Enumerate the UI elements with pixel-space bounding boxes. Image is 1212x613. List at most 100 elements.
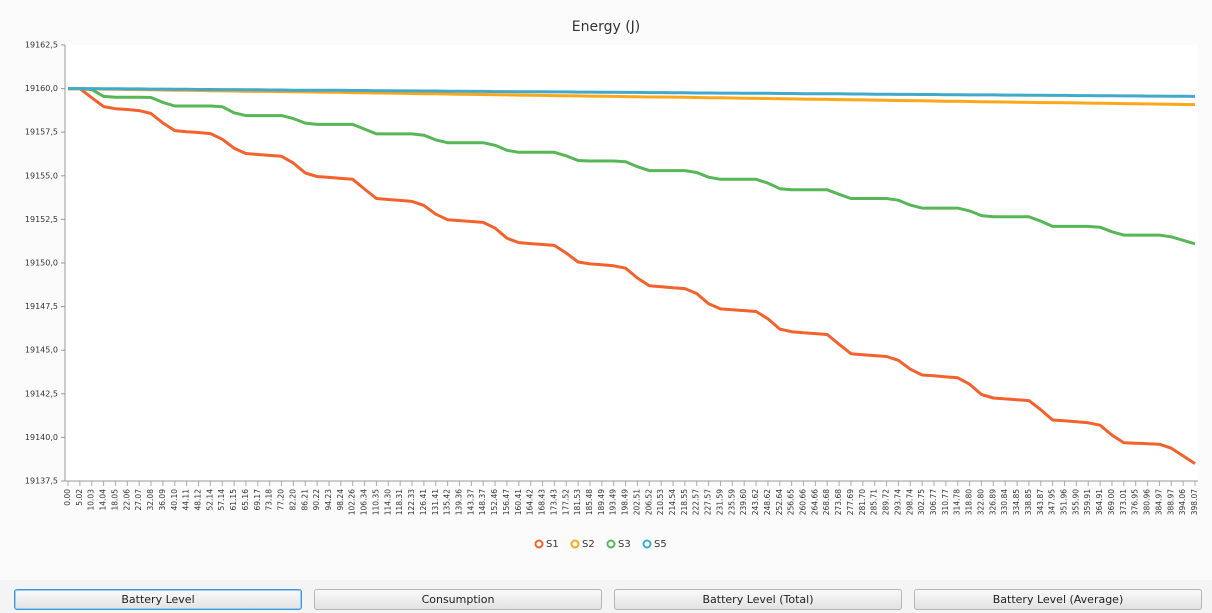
x-tick-label: 189.49	[597, 489, 606, 515]
x-tick-label: 181.53	[573, 489, 582, 515]
legend-marker	[642, 539, 652, 549]
x-tick-label: 235.59	[727, 489, 736, 515]
legend-label: S3	[618, 539, 631, 550]
x-tick-label: 218.55	[680, 489, 689, 515]
series-line	[67, 87, 1196, 107]
x-tick-label: 198.49	[621, 489, 630, 515]
x-tick-label: 351.96	[1060, 489, 1069, 515]
x-tick-label: 168.43	[538, 489, 547, 515]
y-tick-label: 19137,5	[25, 477, 58, 486]
y-tick-label: 19145,0	[25, 346, 58, 355]
x-tick-label: 210.53	[656, 489, 665, 515]
x-tick-label: 177.52	[561, 489, 570, 515]
x-tick-label: 135.42	[443, 489, 452, 515]
x-tick-label: 131.41	[431, 489, 440, 515]
x-tick-label: 57.14	[217, 489, 226, 511]
x-tick-label: 248.62	[763, 489, 772, 515]
tab-button[interactable]: Battery Level (Average)	[914, 589, 1202, 610]
x-tick-label: 52.14	[205, 489, 214, 511]
x-tick-label: 214.54	[668, 489, 677, 515]
x-tick-label: 86.21	[300, 489, 309, 511]
y-tick-label: 19162,5	[25, 41, 58, 50]
x-tick-label: 156.47	[502, 489, 511, 515]
x-tick-label: 252.64	[775, 489, 784, 515]
x-tick-label: 326.89	[988, 489, 997, 515]
x-tick-label: 239.60	[739, 489, 748, 515]
plot-area	[65, 45, 1198, 481]
x-tick-label: 322.80	[976, 489, 985, 515]
x-tick-label: 148.37	[478, 489, 487, 515]
x-tick-label: 231.59	[715, 489, 724, 515]
x-tick-label: 94.23	[324, 489, 333, 511]
x-tick-label: 193.49	[609, 489, 618, 515]
x-tick-label: 227.57	[704, 489, 713, 515]
x-tick-label: 98.24	[336, 489, 345, 511]
x-tick-label: 369.00	[1107, 489, 1116, 515]
legend-label: S2	[582, 539, 595, 550]
x-tick-label: 256.65	[787, 489, 796, 515]
x-tick-label: 118.31	[395, 489, 404, 515]
x-tick-label: 373.01	[1119, 489, 1128, 515]
x-tick-label: 73.18	[265, 489, 274, 511]
x-tick-label: 110.35	[371, 489, 380, 515]
x-tick-label: 310.77	[941, 489, 950, 515]
series-line	[68, 87, 1196, 465]
x-tick-label: 281.70	[858, 489, 867, 515]
x-tick-label: 18.05	[110, 489, 119, 511]
chart: Energy (J) 19137,5 19140,0 19142,5 19145,0 1…	[24, 19, 1199, 550]
x-tick-label: 114.30	[383, 489, 392, 515]
y-tick-label: 19142,5	[25, 389, 58, 398]
tab-button[interactable]: Battery Level (Total)	[614, 589, 902, 610]
x-tick-label: 277.69	[846, 489, 855, 515]
x-tick-label: 61.15	[229, 489, 238, 511]
tab-button[interactable]: Consumption	[314, 589, 602, 610]
x-tick-label: 388.97	[1166, 489, 1175, 515]
x-tick-label: 126.41	[419, 489, 428, 515]
x-tick-label: 334.85	[1012, 489, 1021, 515]
x-tick-label: 314.78	[953, 489, 962, 515]
x-tick-label: 222.57	[692, 489, 701, 515]
x-tick-label: 260.66	[799, 489, 808, 515]
x-tick-label: 264.66	[810, 489, 819, 515]
y-tick-label: 19152,5	[25, 215, 58, 224]
x-tick-label: 44.11	[182, 489, 191, 511]
y-tick-label: 19160,0	[25, 84, 58, 93]
x-tick-label: 139.36	[454, 489, 463, 515]
x-tick-label: 380.96	[1143, 489, 1152, 515]
y-tick-label: 19157,5	[25, 128, 58, 137]
x-tick-label: 90.22	[312, 489, 321, 511]
x-tick-label: 293.74	[893, 489, 902, 515]
x-tick-label: 143.37	[466, 489, 475, 515]
x-tick-label: 302.75	[917, 489, 926, 515]
x-tick-label: 36.09	[158, 489, 167, 511]
x-tick-label: 152.46	[490, 489, 499, 515]
y-tick-label: 19150,0	[25, 259, 58, 268]
x-tick-label: 65.16	[241, 489, 250, 511]
x-tick-label: 77.20	[277, 489, 286, 511]
x-tick-label: 318.80	[965, 489, 974, 515]
legend-marker	[534, 539, 544, 549]
x-tick-label: 202.51	[632, 489, 641, 515]
x-tick-label: 398.07	[1190, 489, 1199, 515]
x-tick-label: 298.74	[905, 489, 914, 515]
legend-label: S1	[546, 539, 559, 550]
x-tick-label: 14.04	[99, 489, 108, 511]
x-tick-label: 306.77	[929, 489, 938, 515]
x-tick-label: 289.72	[882, 489, 891, 515]
x-tick-label: 376.95	[1131, 489, 1140, 515]
x-tick-label: 355.90	[1071, 489, 1080, 515]
legend-label: S5	[654, 539, 667, 550]
x-tick-label: 285.71	[870, 489, 879, 515]
y-tick-label: 19147,5	[25, 302, 58, 311]
tab-button[interactable]: Battery Level	[14, 589, 302, 610]
x-tick-label: 160.41	[514, 489, 523, 515]
x-tick-label: 268.68	[822, 489, 831, 515]
legend-marker	[570, 539, 580, 549]
x-tick-label: 40.10	[170, 489, 179, 511]
x-tick-label: 273.68	[834, 489, 843, 515]
legend-marker	[606, 539, 616, 549]
x-tick-label: 347.95	[1048, 489, 1057, 515]
x-tick-label: 22.06	[122, 489, 131, 511]
x-tick-label: 206.52	[644, 489, 653, 515]
